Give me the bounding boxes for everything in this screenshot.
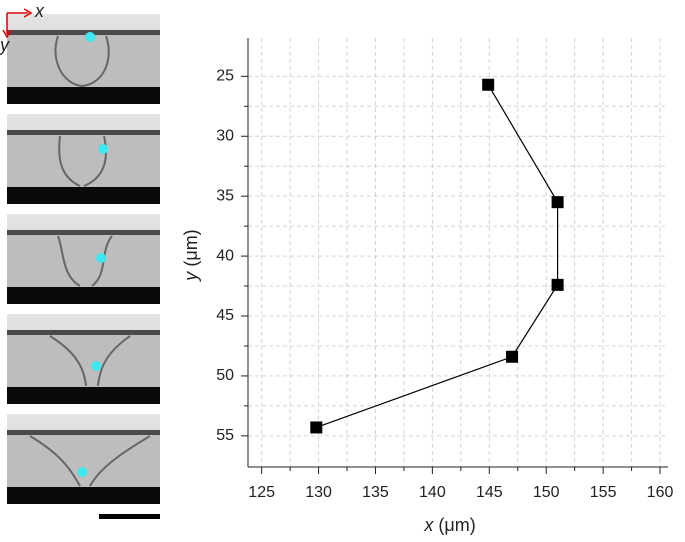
- data-point: [551, 196, 564, 209]
- x-tick-label: 130: [305, 484, 332, 501]
- y-tick-label: 25: [216, 68, 234, 85]
- interface: [58, 135, 107, 187]
- plot: 125 130 135 140 145 150 155 160 25 30 35 40 45 50 55: [216, 38, 673, 501]
- interface: [54, 35, 110, 88]
- channel-floor: [7, 387, 160, 404]
- channel: [7, 235, 160, 287]
- channel-wall: [7, 30, 160, 35]
- y-tick-label: 55: [216, 427, 234, 444]
- inset-axes: x y: [0, 1, 45, 55]
- tracked-point: [96, 253, 106, 263]
- x-tick-label: 150: [533, 484, 560, 501]
- channel-wall: [7, 430, 160, 435]
- micrographs: [7, 14, 160, 504]
- x-tick-label: 125: [248, 484, 275, 501]
- tracked-point: [91, 361, 101, 371]
- micrograph: [7, 114, 160, 204]
- interface: [49, 335, 131, 387]
- y-tick-label: 50: [216, 367, 234, 384]
- data-point: [482, 78, 495, 91]
- data-point: [506, 350, 519, 363]
- channel-wall: [7, 330, 160, 335]
- y-tick-label: 30: [216, 127, 234, 144]
- x-tick-label: 145: [476, 484, 503, 501]
- x-tick-label: 160: [647, 484, 674, 501]
- micrograph: [7, 314, 160, 404]
- channel: [7, 35, 160, 87]
- inset-x-label: x: [34, 1, 45, 21]
- micrograph: [7, 14, 160, 104]
- channel-floor: [7, 287, 160, 304]
- x-axis-label: x (μm): [423, 515, 475, 535]
- y-tick-label: 45: [216, 307, 234, 324]
- channel: [7, 335, 160, 387]
- tracked-point: [77, 467, 87, 477]
- channel: [7, 435, 160, 487]
- y-tick-label: 35: [216, 187, 234, 204]
- channel-wall: [7, 130, 160, 135]
- micrograph: [7, 414, 160, 504]
- x-tick-label: 155: [590, 484, 617, 501]
- data-point: [551, 278, 564, 291]
- y-axis-unit: (μm): [181, 229, 201, 266]
- tracked-point: [98, 144, 108, 154]
- channel-floor: [7, 487, 160, 504]
- inset-y-label: y: [0, 35, 10, 55]
- x-axis-var: x: [423, 515, 434, 535]
- scale-bar: [99, 514, 160, 519]
- tracked-point: [85, 32, 95, 42]
- channel-floor: [7, 87, 160, 104]
- x-tick-label: 135: [362, 484, 389, 501]
- y-axis-var: y: [181, 271, 201, 283]
- micrograph: [7, 214, 160, 304]
- interface: [29, 435, 151, 487]
- channel-floor: [7, 187, 160, 204]
- data-point: [310, 421, 323, 434]
- x-tick-label: 140: [419, 484, 446, 501]
- channel-wall: [7, 230, 160, 235]
- x-axis-unit: (μm): [438, 515, 475, 535]
- y-tick-label: 40: [216, 247, 234, 264]
- y-axis-label: y (μm): [181, 229, 201, 282]
- channel: [7, 135, 160, 187]
